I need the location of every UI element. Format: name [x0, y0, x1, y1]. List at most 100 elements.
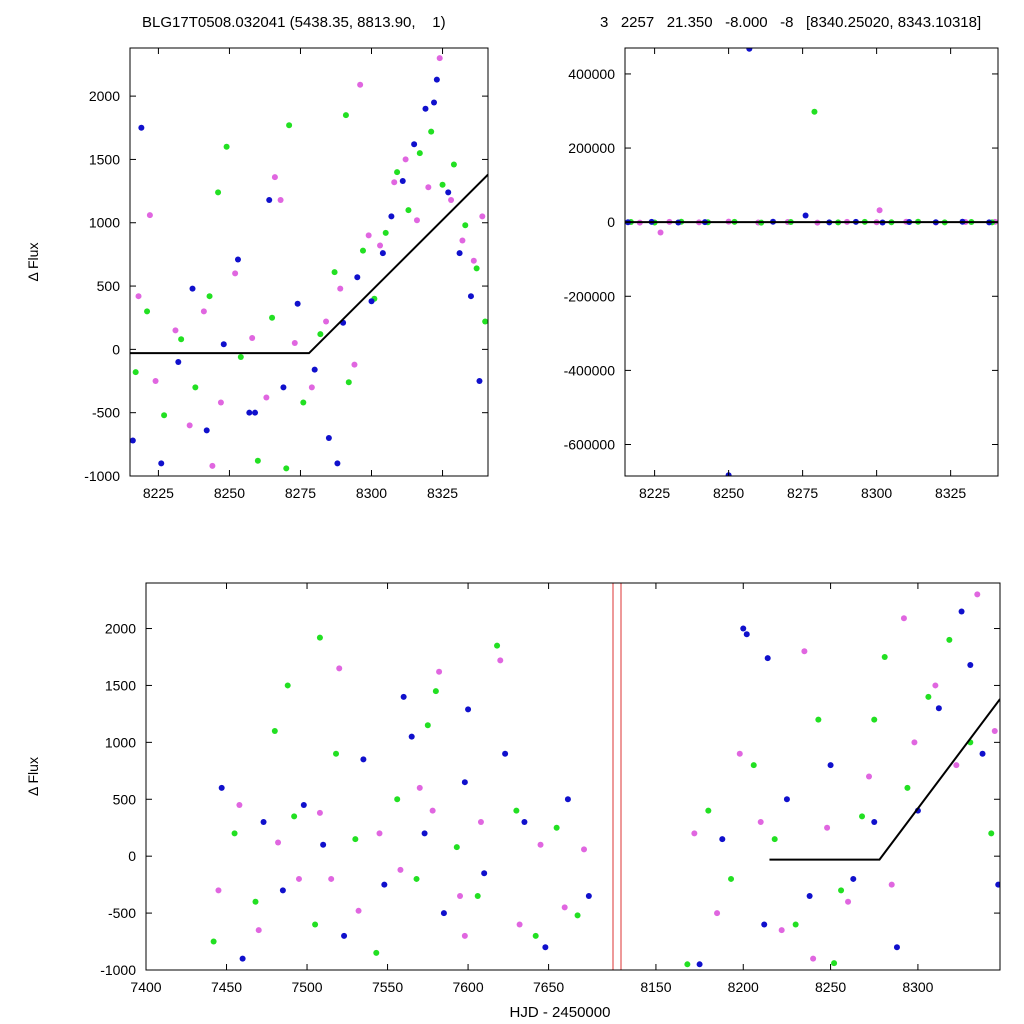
data-point: [783, 796, 790, 803]
data-point: [355, 907, 362, 914]
data-point: [130, 437, 136, 444]
data-point: [359, 247, 366, 254]
data-point: [334, 460, 341, 467]
y-tick-label: 0: [112, 341, 120, 357]
y-tick-label: 1500: [105, 677, 136, 693]
data-point: [440, 910, 447, 917]
data-point: [719, 836, 726, 843]
data-point: [317, 331, 324, 338]
data-point: [254, 457, 261, 464]
data-point: [904, 784, 911, 791]
data-point: [300, 801, 307, 808]
data-point: [152, 378, 159, 385]
data-point: [771, 836, 778, 843]
data-point: [467, 293, 474, 300]
data-point: [876, 207, 883, 214]
data-point: [215, 887, 222, 894]
data-point: [397, 866, 404, 873]
data-point: [271, 727, 278, 734]
data-point: [810, 955, 817, 962]
data-point: [260, 819, 267, 826]
data-point: [436, 55, 443, 62]
data-point: [158, 460, 165, 467]
data-point: [388, 213, 395, 220]
plot-frame: [624, 47, 999, 477]
data-point: [294, 300, 301, 307]
data-point: [696, 961, 703, 968]
data-point: [365, 232, 372, 239]
data-point: [995, 881, 1000, 888]
y-tick-label: 2000: [89, 88, 120, 104]
data-point: [866, 773, 873, 780]
data-point: [448, 196, 455, 203]
data-point: [373, 949, 380, 956]
data-point: [408, 733, 415, 740]
data-point: [252, 898, 259, 905]
plot-area: [130, 55, 488, 472]
data-point: [354, 274, 361, 281]
y-tick-label: -200000: [564, 288, 616, 304]
data-point: [239, 955, 246, 962]
data-point: [974, 591, 981, 598]
x-tick-label: 7450: [211, 979, 242, 995]
y-tick-label: -1000: [84, 468, 120, 484]
data-point: [714, 910, 721, 917]
data-point: [286, 122, 293, 129]
plot-area: [210, 591, 1000, 968]
data-point: [564, 796, 571, 803]
data-point: [750, 762, 757, 769]
x-tick-label: 8275: [787, 485, 818, 501]
plot-area: [625, 48, 998, 476]
data-point: [405, 207, 412, 214]
data-point: [217, 399, 224, 406]
data-point: [893, 944, 900, 951]
data-point: [801, 648, 808, 655]
data-point: [337, 285, 344, 292]
data-point: [266, 196, 273, 203]
data-point: [497, 657, 504, 664]
data-point: [516, 921, 523, 928]
data-point: [581, 846, 588, 853]
data-point: [381, 881, 388, 888]
data-point: [422, 105, 429, 112]
data-point: [979, 750, 986, 757]
data-point: [474, 893, 481, 900]
data-point: [436, 668, 443, 675]
data-point: [328, 875, 335, 882]
data-point: [764, 655, 771, 662]
data-point: [220, 341, 227, 348]
data-point: [477, 819, 484, 826]
data-point: [705, 807, 712, 814]
data-point: [900, 615, 907, 622]
data-point: [308, 384, 315, 391]
data-point: [424, 722, 431, 729]
data-point: [391, 179, 398, 186]
header-right-text: 3 2257 21.350 -8.000 -8 [8340.25020, 834…: [600, 14, 982, 31]
data-point: [399, 177, 406, 184]
data-point: [342, 112, 349, 119]
data-point: [394, 796, 401, 803]
data-point: [473, 265, 480, 272]
data-point: [881, 653, 888, 660]
data-point: [429, 807, 436, 814]
data-point: [246, 409, 253, 416]
y-tick-label: 500: [97, 278, 121, 294]
x-tick-label: 8275: [285, 485, 316, 501]
data-point: [263, 394, 270, 401]
y-tick-label: 200000: [568, 140, 615, 156]
data-point: [859, 813, 866, 820]
model-line: [130, 173, 488, 355]
data-point: [280, 384, 287, 391]
data-point: [382, 229, 389, 236]
data-point: [502, 750, 509, 757]
y-tick-label: -400000: [564, 362, 616, 378]
data-point: [236, 801, 243, 808]
data-point: [411, 141, 418, 148]
plot-frame: [145, 582, 1001, 971]
data-point: [757, 819, 764, 826]
data-point: [871, 819, 878, 826]
data-point: [958, 608, 965, 615]
data-point: [325, 435, 332, 442]
data-point: [320, 841, 327, 848]
y-tick-label: 1000: [105, 734, 136, 750]
